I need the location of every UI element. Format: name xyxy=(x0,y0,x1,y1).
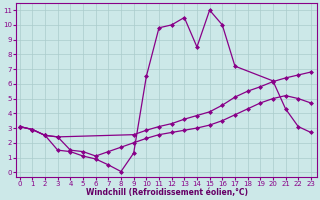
X-axis label: Windchill (Refroidissement éolien,°C): Windchill (Refroidissement éolien,°C) xyxy=(85,188,248,197)
